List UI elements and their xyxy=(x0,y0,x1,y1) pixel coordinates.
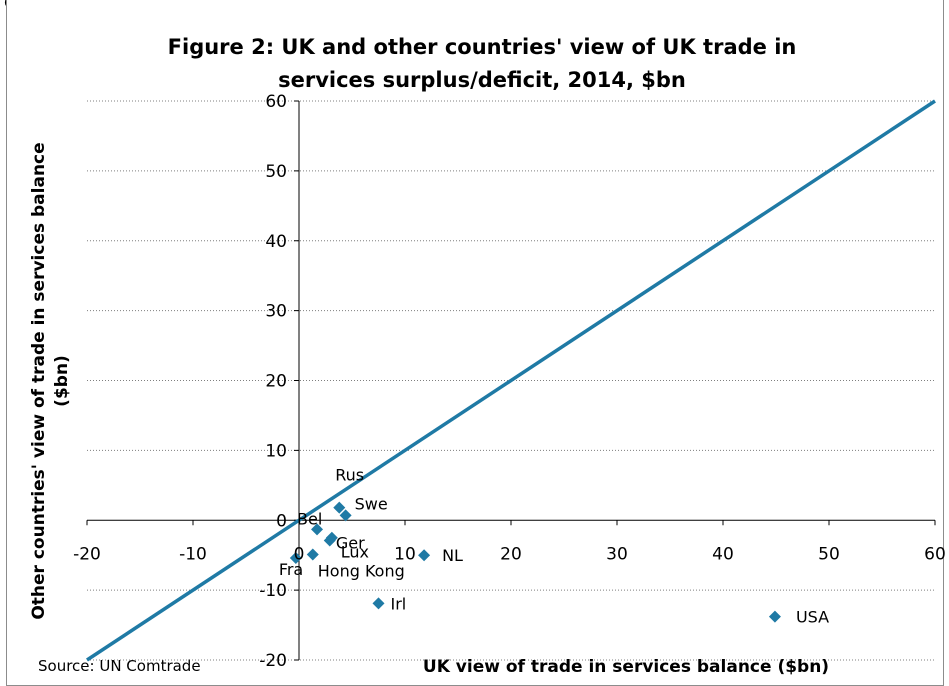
x-tick-label: 50 xyxy=(818,544,840,564)
data-point-marker xyxy=(289,551,302,564)
equality-line xyxy=(86,99,936,662)
y-tick-label: -10 xyxy=(259,581,287,601)
x-tick-label: -20 xyxy=(73,544,101,564)
point-label: Hong Kong xyxy=(318,561,405,580)
point-label: Fra xyxy=(279,560,303,579)
point-label: Swe xyxy=(355,494,388,513)
data-point-marker xyxy=(311,523,324,536)
y-tick-label: 30 xyxy=(265,302,287,322)
point-label: USA xyxy=(796,608,829,627)
x-tick-label: 60 xyxy=(924,544,946,564)
data-point-marker xyxy=(323,534,336,547)
point-label: NL xyxy=(442,546,463,565)
data-points xyxy=(289,501,781,623)
gridlines xyxy=(87,100,935,661)
point-label: Lux xyxy=(341,543,369,562)
y-tick-label: 0 xyxy=(276,511,287,531)
data-point-marker xyxy=(306,548,319,561)
y-axis-title-line-2: ($bn) xyxy=(52,355,72,407)
y-tick-label: 40 xyxy=(265,232,287,252)
x-tick-label: 30 xyxy=(606,544,628,564)
x-tick-label: 40 xyxy=(712,544,734,564)
y-axis-title-line-1: Other countries' view of trade in servic… xyxy=(29,142,49,619)
reference-line-layer xyxy=(86,99,936,662)
data-point-marker xyxy=(333,501,346,514)
data-point-marker xyxy=(768,610,781,623)
chart-title-line-1: Figure 2: UK and other countries' view o… xyxy=(168,35,797,59)
tick-labels: -20 -10 0 10 20 30 40 50 60 -20 -10 0 10 20 30 40 50 60 xyxy=(73,92,946,671)
data-point-marker xyxy=(339,509,352,522)
point-label: Irl xyxy=(391,594,407,613)
data-point-marker xyxy=(418,549,431,562)
x-tick-label: -10 xyxy=(179,544,207,564)
y-tick-label: 60 xyxy=(265,92,287,112)
axes xyxy=(86,100,936,661)
x-tick-label: 20 xyxy=(500,544,522,564)
chart-title-line-2: services surplus/deficit, 2014, $bn xyxy=(278,68,686,92)
point-label: Bel xyxy=(297,509,322,528)
x-tick-label: 10 xyxy=(394,544,416,564)
data-point-marker xyxy=(372,597,385,610)
source-note: Source: UN Comtrade xyxy=(38,657,201,675)
y-tick-label: 50 xyxy=(265,162,287,182)
y-tick-label: 20 xyxy=(265,372,287,392)
point-label: Rus xyxy=(335,466,364,485)
x-tick-label: 0 xyxy=(294,544,305,564)
point-label: Ger xyxy=(336,534,365,553)
y-tick-label: -20 xyxy=(259,651,287,671)
x-axis-title: UK view of trade in services balance ($b… xyxy=(423,657,829,677)
y-tick-label: 10 xyxy=(265,441,287,461)
